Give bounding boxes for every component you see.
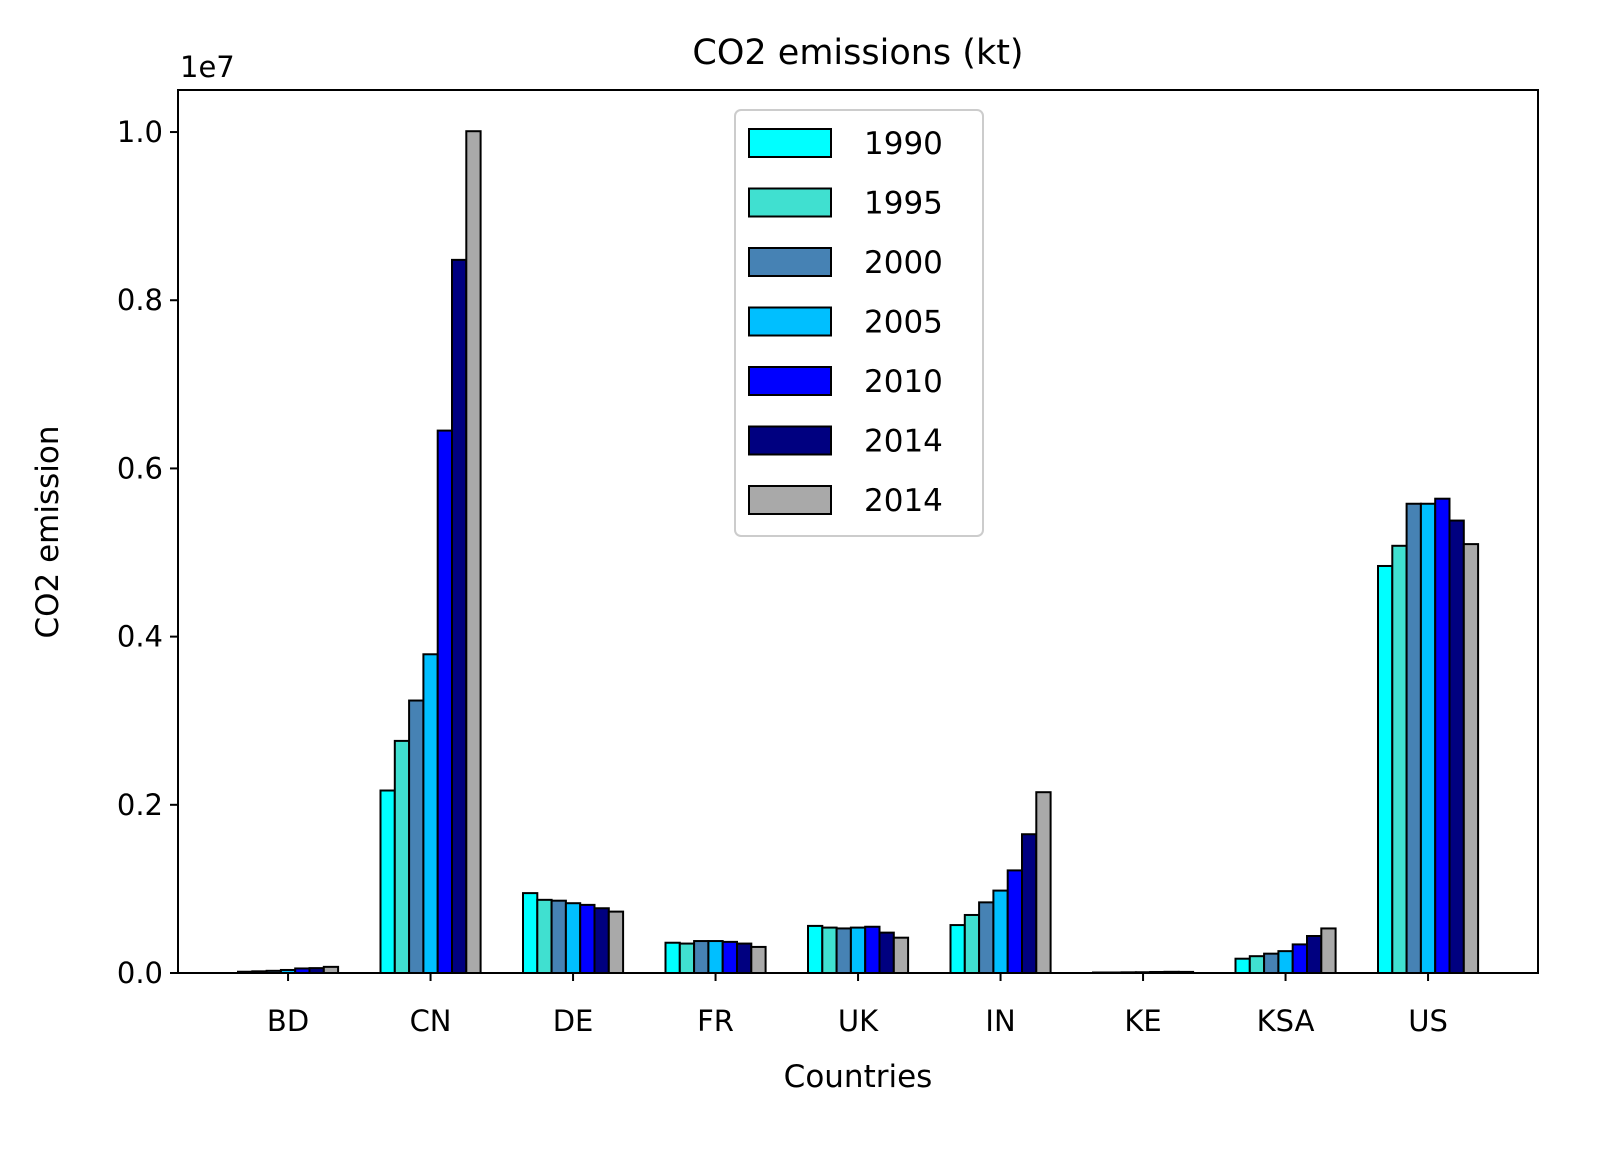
- x-tick-label-ke: KE: [1124, 1004, 1161, 1038]
- bar-fr-2014-5: [736, 942, 753, 975]
- x-tick-label-ksa: KSA: [1257, 1004, 1315, 1038]
- bar-us-2010-4: [1434, 497, 1451, 974]
- bar-de-1995-1: [536, 898, 553, 975]
- bar-uk-2005-3: [849, 926, 867, 975]
- bar-cn-2014-5: [451, 258, 468, 974]
- bar-cn-2005-3: [422, 653, 439, 975]
- bar-in-2005-3: [992, 889, 1009, 975]
- x-tick-label-cn: CN: [410, 1004, 452, 1038]
- x-tick-label-bd: BD: [267, 1004, 309, 1038]
- bar-in-1995-1: [963, 913, 981, 974]
- bar-cn-2000-2: [408, 699, 425, 975]
- bar-in-1990-0: [949, 924, 966, 975]
- bar-us-1995-1: [1391, 544, 1408, 974]
- y-axis-label: CO2 emission: [30, 425, 66, 638]
- bar-uk-2014-6: [892, 936, 910, 974]
- y-tick-label: 0.2: [117, 788, 163, 822]
- bar-fr-2014-6: [750, 945, 767, 974]
- bar-in-2014-5: [1021, 833, 1038, 974]
- bar-fr-2005-3: [707, 940, 724, 974]
- legend-swatch-2014-6: [748, 485, 832, 515]
- legend-swatch-1990-0: [748, 128, 832, 158]
- bar-ksa-2014-6: [1320, 927, 1337, 974]
- y-tick-label: 0.6: [117, 451, 163, 485]
- legend-label: 1995: [864, 186, 943, 222]
- bar-us-2000-2: [1405, 502, 1422, 974]
- x-axis: BD CN DE FR UK IN KE KSA US: [267, 973, 1448, 1038]
- bars-layer: [237, 130, 1480, 975]
- bar-uk-2010-4: [864, 925, 881, 974]
- bar-de-2010-4: [579, 903, 596, 975]
- bar-cn-2014-6: [465, 130, 482, 974]
- bar-uk-2014-5: [878, 931, 895, 975]
- legend-label: 2005: [864, 305, 943, 341]
- y-tick-label: 1.0: [117, 115, 163, 149]
- bar-us-2014-6: [1462, 543, 1480, 974]
- bar-cn-2010-4: [436, 429, 454, 974]
- legend-swatch-2010-4: [748, 366, 832, 396]
- bar-fr-2000-2: [693, 940, 710, 974]
- bar-de-2005-3: [564, 902, 582, 975]
- y-tick-label: 0.4: [117, 620, 163, 654]
- bar-fr-1995-1: [678, 942, 696, 975]
- bar-ksa-2005-3: [1277, 950, 1294, 975]
- bar-fr-2010-4: [721, 940, 739, 975]
- legend-label: 2000: [864, 245, 943, 281]
- y-axis: 0.0 0.2 0.4 0.6 0.8 1.0: [117, 115, 178, 990]
- bar-us-2005-3: [1419, 502, 1437, 974]
- chart-title: CO2 emissions (kt): [692, 33, 1023, 73]
- legend-swatch-1995-1: [748, 187, 832, 218]
- legend-label: 2010: [864, 364, 943, 400]
- bar-us-2014-5: [1448, 519, 1465, 974]
- bar-ksa-1995-1: [1248, 955, 1266, 974]
- bar-de-2014-5: [593, 907, 610, 974]
- bar-cn-1990-0: [379, 789, 396, 975]
- legend-swatch-2014-5: [748, 425, 832, 456]
- bar-fr-1990-0: [664, 941, 681, 974]
- bar-uk-2000-2: [835, 927, 852, 974]
- bar-us-1990-0: [1377, 564, 1394, 974]
- bar-de-2014-6: [607, 910, 625, 974]
- legend-swatch-2000-2: [748, 247, 832, 277]
- bar-uk-1990-0: [807, 924, 824, 974]
- y-offset-label: 1e7: [180, 50, 235, 84]
- bar-uk-1995-1: [821, 926, 838, 975]
- x-tick-label-uk: UK: [838, 1004, 879, 1038]
- bar-de-2000-2: [550, 899, 567, 974]
- bar-in-2000-2: [978, 901, 995, 974]
- bar-in-2014-6: [1035, 791, 1052, 975]
- x-tick-label-fr: FR: [697, 1004, 734, 1038]
- bar-de-1990-0: [522, 892, 539, 974]
- x-tick-label-in: IN: [985, 1004, 1015, 1038]
- bar-in-2010-4: [1006, 869, 1024, 975]
- x-tick-label-us: US: [1408, 1004, 1448, 1038]
- bar-ksa-2014-5: [1306, 935, 1323, 974]
- bar-ksa-2000-2: [1263, 952, 1280, 974]
- legend-label: 2014: [864, 424, 943, 460]
- x-tick-label-de: DE: [553, 1004, 594, 1038]
- bar-ksa-1990-0: [1234, 957, 1251, 975]
- legend-swatch-2005-3: [748, 306, 832, 337]
- x-axis-label: Countries: [784, 1059, 933, 1095]
- y-tick-label: 0.0: [117, 956, 163, 990]
- legend-label: 1990: [864, 126, 943, 162]
- legend-label: 2014: [864, 483, 943, 519]
- legend: 1990 1995 2000 2005 2010 2014 2014: [734, 109, 984, 537]
- y-tick-label: 0.8: [117, 283, 163, 317]
- bar-ksa-2010-4: [1291, 943, 1308, 974]
- bar-cn-1995-1: [393, 739, 411, 975]
